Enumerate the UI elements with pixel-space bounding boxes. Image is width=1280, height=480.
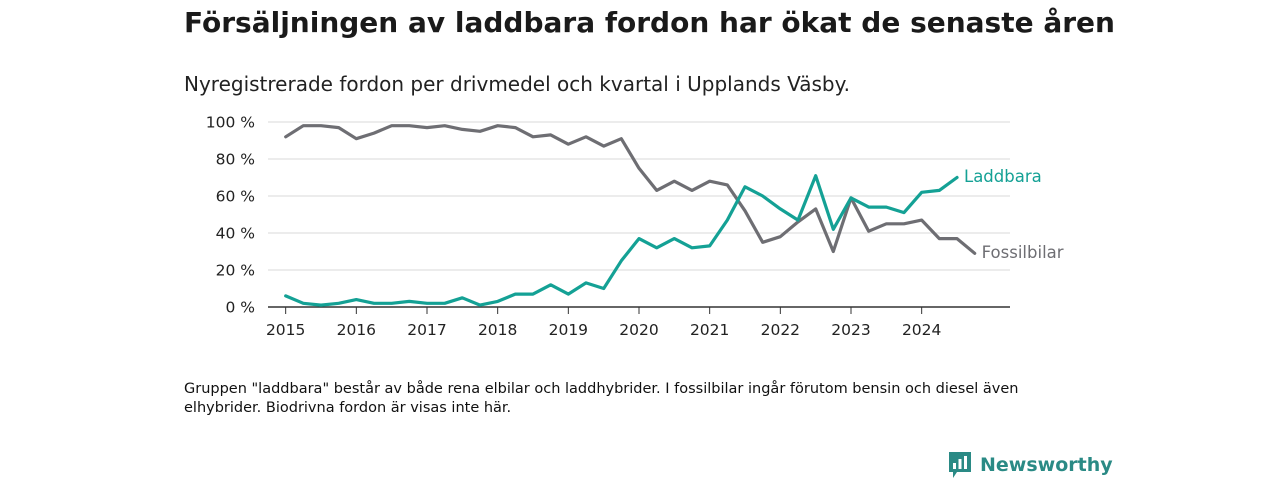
series-line-fossilbilar bbox=[284, 124, 977, 255]
x-tick-label: 2022 bbox=[761, 321, 800, 339]
x-tick-label: 2018 bbox=[478, 321, 517, 339]
y-tick-label: 0 % bbox=[225, 299, 255, 317]
x-tick-label: 2024 bbox=[902, 321, 941, 339]
brand-name: Newsworthy bbox=[980, 454, 1113, 476]
y-tick-label: 100 % bbox=[206, 114, 255, 132]
grid-lines bbox=[268, 121, 1010, 271]
x-tick-label: 2017 bbox=[407, 321, 446, 339]
x-axis-ticks: 2015 2016 2017 2018 2019 2020 2021 2022 2023 2024 bbox=[266, 307, 941, 339]
x-tick-label: 2016 bbox=[337, 321, 376, 339]
y-tick-label: 60 % bbox=[216, 188, 255, 206]
x-tick-label: 2019 bbox=[549, 321, 588, 339]
x-tick-label: 2015 bbox=[266, 321, 305, 339]
series-label-fossilbilar: Fossilbilar bbox=[982, 243, 1064, 262]
x-tick-label: 2023 bbox=[831, 321, 870, 339]
brand-logo: Newsworthy bbox=[948, 451, 1113, 479]
y-tick-label: 40 % bbox=[216, 225, 255, 243]
y-axis-ticks: 0 % 20 % 40 % 60 % 80 % 100 % bbox=[206, 114, 255, 317]
series-labels: Fossilbilar Laddbara bbox=[964, 167, 1064, 262]
y-tick-label: 20 % bbox=[216, 262, 255, 280]
footnote: Gruppen "laddbara" består av både rena e… bbox=[184, 381, 1019, 416]
y-tick-label: 80 % bbox=[216, 151, 255, 169]
chart-subtitle: Nyregistrerade fordon per drivmedel och … bbox=[184, 72, 850, 96]
x-tick-label: 2020 bbox=[619, 321, 658, 339]
series-label-laddbara: Laddbara bbox=[964, 167, 1042, 186]
x-tick-label: 2021 bbox=[690, 321, 729, 339]
series-lines bbox=[284, 124, 977, 307]
chart-title: Försäljningen av laddbara fordon har öka… bbox=[184, 6, 1115, 39]
bar-chart-speech-icon bbox=[949, 452, 971, 478]
series-line-laddbara bbox=[284, 174, 959, 307]
